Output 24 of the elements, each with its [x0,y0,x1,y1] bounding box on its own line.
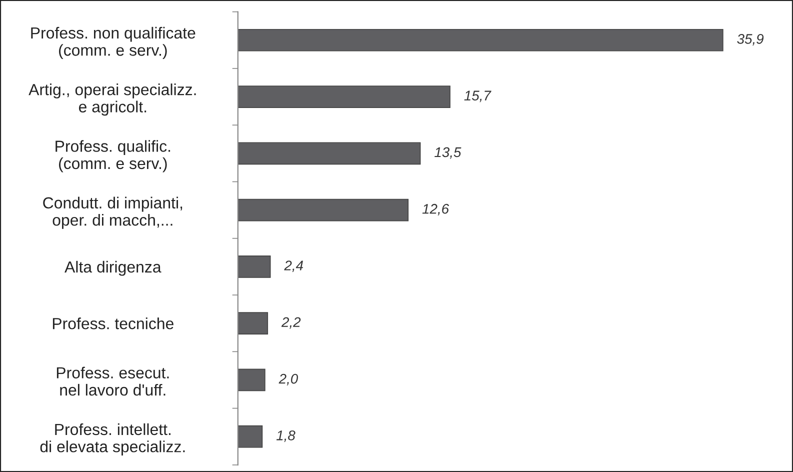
data-label: 2,0 [278,374,298,386]
bar [238,368,266,392]
bar [238,256,271,278]
data-label: 35,9 [737,34,764,46]
data-label: 15,7 [464,90,492,102]
y-tick-label: Profess. non qualificate (comm. e serv.) [31,26,196,59]
y-tick-label: Profess. intellett. di elevata specializz. [40,423,185,456]
data-label: 2,4 [284,260,303,272]
data-label: 12,6 [422,204,450,216]
y-tick-label: Profess. esecut. nel lavoro d'uff. [56,366,169,396]
data-label: 2,2 [281,317,301,329]
data-label: 1,8 [276,430,296,442]
bar [238,198,409,222]
bar [238,312,268,334]
y-tick-label: Alta dirigenza [64,260,162,276]
bar [238,425,263,448]
y-tick-label: Condutt. di impianti, oper. di macch,... [43,196,182,229]
y-tick-label: Profess. qualific. (comm. e serv.) [56,140,170,172]
bar [238,28,724,52]
data-label: 13,5 [434,147,462,159]
y-tick-label: Profess. tecniche [52,318,174,330]
bar [238,142,421,165]
bar [238,86,450,108]
y-tick-label: Artig., operai specializz. e agricolt. [28,84,196,116]
